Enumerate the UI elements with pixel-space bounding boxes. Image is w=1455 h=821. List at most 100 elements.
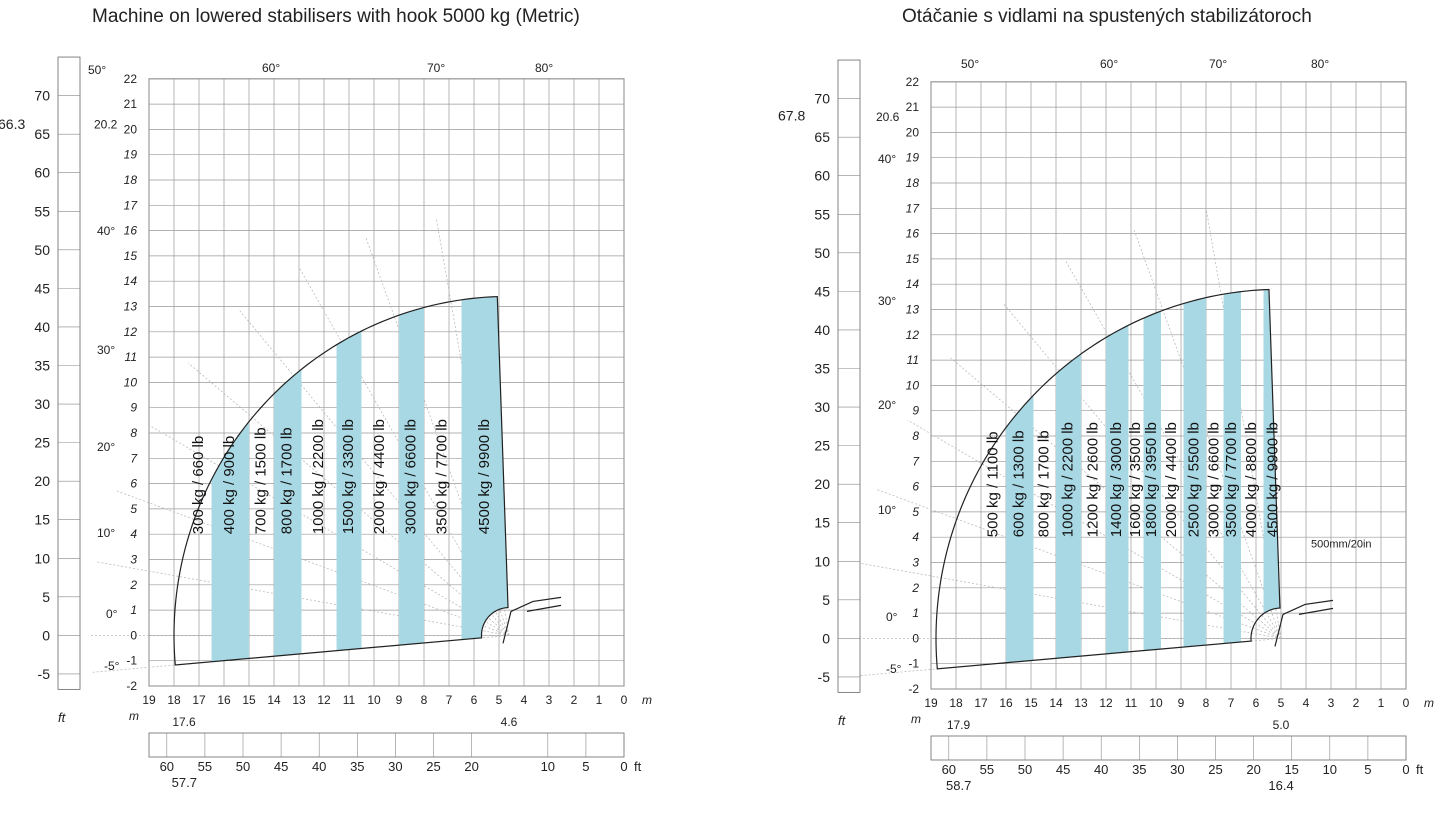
band-label: 600 kg / 1300 lb: [1011, 430, 1028, 537]
min-reach-ft-label: 16.4: [1268, 778, 1293, 793]
ft-x-tick-label: 25: [426, 759, 440, 774]
ft-x-tick-label: 5: [1364, 762, 1371, 777]
ft-y-tick-label: 70: [814, 91, 830, 107]
angle-label: 30°: [97, 343, 115, 357]
y-tick-label: 0: [912, 631, 919, 645]
angle-label: -5°: [886, 662, 902, 676]
ft-x-tick-label: 0: [620, 759, 627, 774]
angle-label: 0°: [886, 610, 898, 624]
y-tick-label: 6: [130, 477, 137, 491]
ft-axis-box: [837, 59, 861, 693]
ft-y-tick-label: 35: [814, 360, 830, 376]
band-label: 3500 kg / 7700 lb: [1223, 422, 1240, 537]
load-band: [1183, 289, 1206, 669]
y-tick-label: 14: [906, 277, 920, 291]
ft-y-tick-label: 40: [814, 322, 830, 338]
y-tick-label: 11: [125, 350, 137, 364]
y-tick-label: 9: [130, 401, 137, 415]
x-tick-label: 3: [546, 693, 553, 707]
y-tick-label: 17: [906, 201, 921, 215]
band-label: 2000 kg / 4400 lb: [1163, 422, 1180, 537]
angle-line: [115, 490, 510, 636]
ft-x-tick-label: 30: [388, 759, 402, 774]
load-band: [399, 296, 424, 665]
ft-y-tick-label: 50: [34, 242, 50, 258]
y-tick-label: 3: [912, 556, 919, 570]
ft-y-tick-label: 15: [34, 512, 50, 528]
ft-y-tick-label: 0: [42, 627, 50, 643]
x-tick-label: 2: [571, 693, 578, 707]
angle-label: 50°: [961, 57, 979, 71]
x-tick-label: 18: [949, 696, 963, 710]
y-tick-label: 15: [124, 249, 138, 263]
band-label: 4500 kg / 9900 lb: [476, 419, 493, 534]
ft-axis-box: [57, 56, 81, 690]
chart-title-right: Otáčanie s vidlami na spustených stabili…: [902, 6, 1312, 27]
ft-y-tick-label: 40: [34, 319, 50, 335]
y-tick-label: 16: [124, 224, 138, 238]
y-tick-label: 9: [912, 404, 919, 418]
max-height-m-label: 20.6: [876, 110, 900, 124]
ft-x-tick-label: 20: [464, 759, 478, 774]
angle-label: 80°: [1311, 57, 1329, 71]
angle-line: [96, 561, 510, 636]
y-tick-label: 20: [124, 122, 138, 136]
ft-x-tick-label: 45: [1056, 762, 1070, 777]
angle-label: 20°: [97, 440, 115, 454]
x-tick-label: 6: [471, 693, 478, 707]
max-reach-m-label: 17.6: [172, 715, 196, 729]
y-tick-label: 12: [124, 325, 138, 339]
y-tick-label: 18: [906, 176, 920, 190]
x-tick-label: 4: [1303, 696, 1310, 710]
y-tick-label: 0: [130, 628, 137, 642]
ft-y-tick-label: -5: [818, 669, 831, 685]
angle-label: 0°: [106, 607, 118, 621]
x-tick-label: 16: [999, 696, 1013, 710]
band-label: 1200 kg / 2600 lb: [1084, 422, 1101, 537]
load-band: [336, 296, 362, 665]
y-unit-label: m: [129, 709, 139, 723]
ft-x-axis-box: [930, 735, 1407, 761]
angle-line: [365, 237, 510, 636]
x-tick-label: 15: [1024, 696, 1038, 710]
angle-line: [907, 419, 1282, 639]
y-tick-label: 21: [906, 100, 920, 114]
band-label: 300 kg / 660 lb: [190, 436, 207, 534]
x-tick-label: 4: [521, 693, 528, 707]
band-label: 3000 kg / 6600 lb: [1206, 422, 1223, 537]
ft-x-tick-label: 5: [582, 759, 589, 774]
machine-icon: [1274, 599, 1334, 647]
y-tick-label: 2: [911, 581, 919, 595]
y-tick-label: 19: [906, 151, 920, 165]
ft-y-tick-label: -5: [38, 666, 51, 682]
ft-x-unit-label: ft: [1416, 762, 1424, 777]
band-label: 700 kg / 1500 lb: [252, 427, 269, 534]
y-tick-label: 7: [130, 451, 138, 465]
ft-y-tick-label: 5: [822, 592, 830, 608]
y-tick-label: 12: [906, 328, 920, 342]
y-tick-label: 13: [124, 300, 138, 314]
max-height-m-label: 20.2: [94, 117, 118, 131]
band-label: 1500 kg / 3300 lb: [340, 419, 357, 534]
y-tick-label: 17: [124, 198, 139, 212]
band-label: 1800 kg / 3950 lb: [1143, 422, 1160, 537]
angle-label: 60°: [1100, 57, 1118, 71]
y-tick-label: 3: [130, 553, 137, 567]
x-tick-label: 8: [421, 693, 428, 707]
max-height-ft-label: 67.8: [778, 108, 805, 124]
angle-line: [435, 217, 510, 636]
x-tick-label: 5: [1278, 696, 1285, 710]
ft-y-tick-label: 5: [42, 589, 50, 605]
band-label: 1400 kg / 3000 lb: [1108, 422, 1125, 537]
y-unit-label: m: [911, 712, 921, 726]
angle-label: 70°: [1209, 57, 1227, 71]
y-tick-label: 20: [906, 125, 920, 139]
ft-x-tick-label: 35: [350, 759, 364, 774]
angle-label: 40°: [878, 152, 896, 166]
max-height-ft-label: 66.3: [0, 116, 25, 132]
x-tick-label: 0: [1403, 696, 1410, 710]
y-tick-label: 18: [124, 173, 138, 187]
ft-x-tick-label: 10: [541, 759, 555, 774]
